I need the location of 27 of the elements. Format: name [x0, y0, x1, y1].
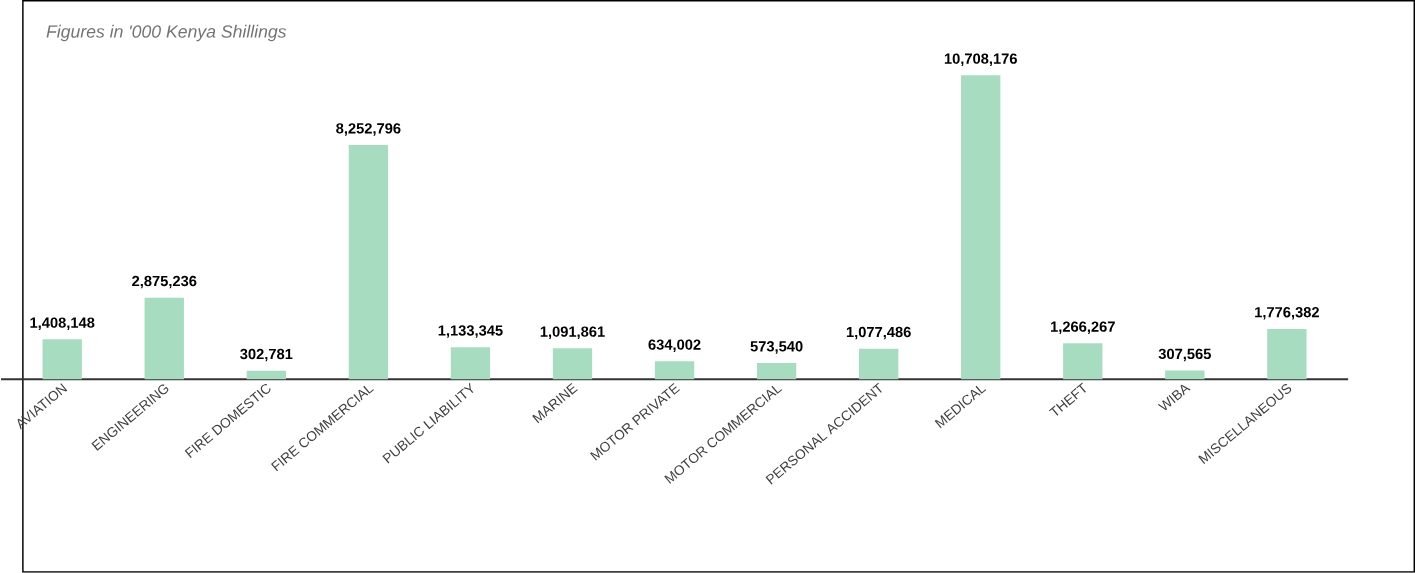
- data-label: 1,091,861: [540, 326, 605, 340]
- data-label: 634,002: [648, 339, 701, 353]
- bar: [961, 75, 1001, 380]
- data-label: 1,776,382: [1255, 307, 1319, 320]
- data-label: 10,708,176: [944, 53, 1017, 67]
- bar: [246, 370, 286, 380]
- data-label: 1,133,345: [438, 325, 503, 338]
- bar: [552, 348, 593, 380]
- bar: [1165, 370, 1205, 380]
- bar: [1267, 328, 1307, 380]
- bar: [144, 297, 184, 380]
- bar: [42, 339, 82, 380]
- data-label: 307,565: [1158, 348, 1211, 362]
- data-label: 1,266,267: [1051, 321, 1115, 335]
- data-label: 1,408,148: [30, 317, 95, 331]
- data-label: 2,875,236: [132, 275, 197, 289]
- data-label: 1,077,486: [846, 326, 911, 340]
- bar: [654, 361, 695, 380]
- text: Figures in '000 Kenya Shillings: [46, 24, 287, 42]
- bar: [450, 347, 491, 380]
- data-label: 8,252,796: [336, 123, 401, 136]
- bar: [859, 348, 899, 380]
- bar: [1063, 343, 1103, 380]
- data-label: 302,781: [240, 348, 293, 362]
- bar: [348, 145, 389, 380]
- bar: [756, 363, 797, 380]
- data-label: 573,540: [750, 341, 803, 354]
